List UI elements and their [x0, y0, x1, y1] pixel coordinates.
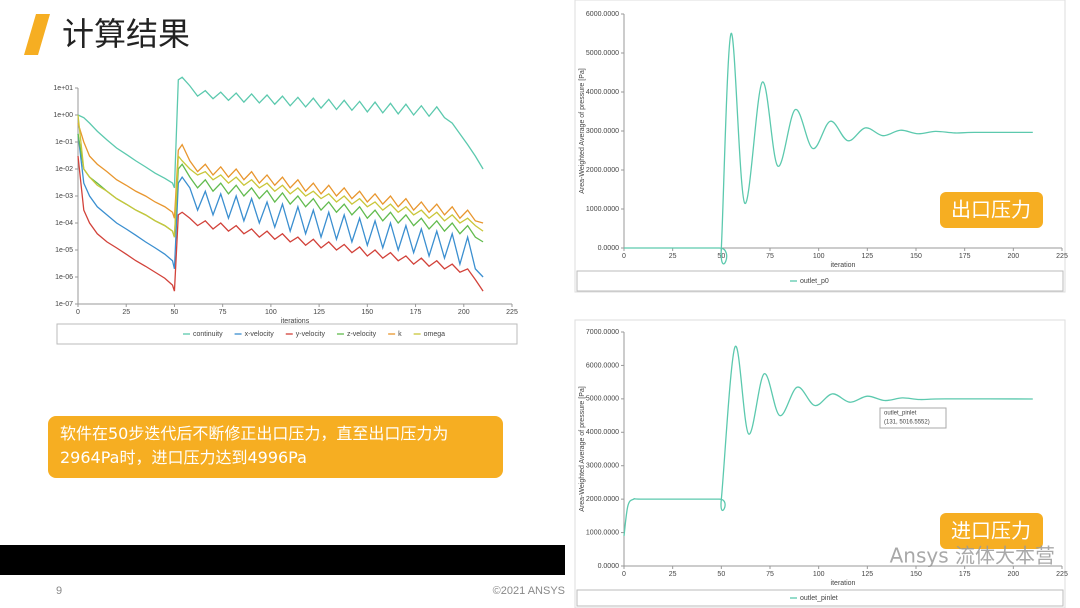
badge-label: 进口压力 — [951, 519, 1031, 543]
x-tick-label: 150 — [361, 309, 373, 316]
x-tick-label: 100 — [265, 309, 277, 316]
y-tick-label: 6000.0000 — [586, 11, 619, 18]
y-tick-label: 3000.0000 — [586, 463, 619, 470]
x-tick-label: 175 — [959, 253, 971, 260]
y-tick-label: 2000.0000 — [586, 496, 619, 503]
copyright: ©2021 ANSYS — [493, 585, 565, 597]
tooltip-text: outlet_pinlet — [884, 411, 917, 417]
x-tick-label: 200 — [458, 309, 470, 316]
x-tick-label: 75 — [766, 253, 774, 260]
x-tick-label: 150 — [910, 571, 922, 578]
legend-label: k — [398, 331, 402, 338]
x-tick-label: 0 — [622, 571, 626, 578]
legend-label: outlet_pinlet — [800, 595, 838, 602]
x-tick-label: 225 — [506, 309, 518, 316]
page-number: 9 — [56, 585, 62, 597]
x-tick-label: 125 — [861, 571, 873, 578]
x-tick-label: 50 — [717, 571, 725, 578]
x-tick-label: 0 — [76, 309, 80, 316]
series-line — [77, 114, 484, 238]
x-tick-label: 225 — [1056, 253, 1068, 260]
badge-label: 出口压力 — [951, 198, 1031, 222]
series-line — [77, 76, 484, 189]
x-axis-label: iteration — [831, 580, 856, 587]
y-tick-label: 1e-05 — [55, 247, 73, 254]
series-line — [77, 133, 484, 278]
x-axis-label: iteration — [831, 262, 856, 269]
watermark: Ansys 流体大本营 — [890, 544, 1055, 568]
x-tick-label: 100 — [813, 571, 825, 578]
panel — [574, 319, 1066, 608]
legend-label: outlet_p0 — [800, 278, 829, 285]
y-tick-label: 1e-07 — [55, 301, 73, 308]
x-tick-label: 75 — [766, 571, 774, 578]
y-tick-label: 4000.0000 — [586, 89, 619, 96]
x-tick-label: 175 — [410, 309, 422, 316]
legend-label: y-velocity — [296, 331, 326, 338]
series-line — [624, 32, 1033, 265]
x-tick-label: 125 — [861, 253, 873, 260]
legend-label: continuity — [193, 331, 223, 338]
x-tick-label: 25 — [122, 309, 130, 316]
x-tick-label: 25 — [669, 571, 677, 578]
legend-label: x-velocity — [245, 331, 275, 338]
y-tick-label: 1e-06 — [55, 274, 73, 281]
x-tick-label: 225 — [1056, 571, 1068, 578]
x-tick-label: 50 — [171, 309, 179, 316]
y-tick-label: 4000.0000 — [586, 429, 619, 436]
x-tick-label: 175 — [959, 571, 971, 578]
y-tick-label: 5000.0000 — [586, 50, 619, 57]
badge — [940, 192, 1043, 228]
x-tick-label: 100 — [813, 253, 825, 260]
x-tick-label: 150 — [910, 253, 922, 260]
title-accent — [24, 14, 50, 55]
y-axis-label: Area-Weighted Average of pressure [Pa] — [579, 386, 586, 511]
legend-box — [576, 270, 1064, 292]
y-tick-label: 1e+00 — [53, 112, 73, 119]
tooltip — [879, 407, 947, 429]
series-line — [623, 345, 1033, 536]
y-tick-label: 1000.0000 — [586, 529, 619, 536]
legend-label: z-velocity — [347, 331, 377, 338]
series-line — [77, 122, 484, 224]
y-tick-label: 1000.0000 — [586, 206, 619, 213]
y-tick-label: 6000.0000 — [586, 362, 619, 369]
x-axis-label: iterations — [281, 318, 310, 325]
y-tick-label: 1e+01 — [53, 85, 73, 92]
series-line — [77, 156, 484, 292]
x-tick-label: 25 — [669, 253, 677, 260]
legend-box — [56, 323, 518, 345]
series-line — [77, 133, 484, 243]
panel — [574, 0, 1066, 293]
y-tick-label: 1e-01 — [55, 139, 73, 146]
y-tick-label: 1e-03 — [55, 193, 73, 200]
x-tick-label: 200 — [1007, 253, 1019, 260]
x-tick-label: 125 — [313, 309, 325, 316]
legend-box — [576, 589, 1064, 607]
badge — [940, 513, 1043, 549]
footer-bar — [0, 545, 565, 575]
y-tick-label: 3000.0000 — [586, 128, 619, 135]
y-tick-label: 7000.0000 — [586, 329, 619, 336]
y-tick-label: 2000.0000 — [586, 167, 619, 174]
y-axis-label: Area-Weighted Average of pressure [Pa] — [579, 68, 586, 193]
x-tick-label: 0 — [622, 253, 626, 260]
y-tick-label: 1e-02 — [55, 166, 73, 173]
y-tick-label: 1e-04 — [55, 220, 73, 227]
y-tick-label: 0.0000 — [598, 563, 620, 570]
y-tick-label: 5000.0000 — [586, 396, 619, 403]
x-tick-label: 75 — [219, 309, 227, 316]
legend-label: omega — [424, 331, 446, 338]
y-tick-label: 0.0000 — [598, 245, 620, 252]
callout: 软件在50步迭代后不断修正出口压力，直至出口压力为2964Pa时，进口压力达到4… — [48, 416, 503, 478]
x-tick-label: 200 — [1007, 571, 1019, 578]
tooltip-text: (131, 5016.5552) — [884, 420, 930, 426]
slide-title: 计算结果 — [62, 15, 190, 53]
